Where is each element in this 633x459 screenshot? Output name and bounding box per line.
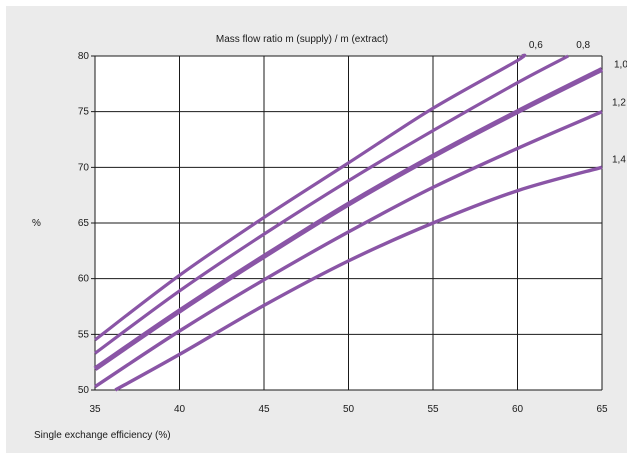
- series-labels: 0,6 0,8 1,0 1,2 1,4: [529, 40, 627, 165]
- x-tick-labels: 35 40 45 50 55 60 65: [89, 404, 608, 415]
- x-tick-label: 35: [89, 404, 101, 415]
- chart-svg: 0,6 0,8 1,0 1,2 1,4 35 40 45 50 55 60 65 50 55 60 65 7…: [32, 34, 627, 441]
- x-tick-label: 60: [512, 404, 524, 415]
- x-tick-label: 50: [343, 404, 355, 415]
- series-label: 0,8: [576, 40, 590, 51]
- series-label: 1,4: [612, 154, 626, 165]
- y-tick-label: 50: [78, 385, 90, 396]
- x-axis-label: Single exchange efficiency (%): [34, 430, 171, 441]
- series-label: 1,2: [612, 98, 626, 109]
- x-tick-label: 55: [427, 404, 439, 415]
- x-tick-label: 40: [174, 404, 186, 415]
- series-label: 0,6: [529, 40, 543, 51]
- chart-title: Mass flow ratio m (supply) / m (extract): [216, 34, 388, 45]
- series-line: [94, 54, 569, 355]
- series-line: [94, 53, 527, 342]
- y-tick-label: 70: [78, 162, 90, 173]
- y-tick-labels: 50 55 60 65 70 75 80: [78, 51, 90, 396]
- series-layer: [93, 53, 604, 392]
- x-tick-label: 65: [596, 404, 608, 415]
- y-tick-label: 80: [78, 51, 90, 62]
- y-tick-label: 75: [78, 107, 90, 118]
- series-label: 1,0: [614, 59, 627, 70]
- y-tick-label: 60: [78, 274, 90, 285]
- y-tick-label: 55: [78, 329, 90, 340]
- y-tick-label: 65: [78, 218, 90, 229]
- series-line: [93, 67, 604, 371]
- series-line: [94, 110, 603, 389]
- x-tick-label: 45: [258, 404, 270, 415]
- series-line: [114, 165, 603, 392]
- y-axis-label: %: [32, 218, 41, 229]
- chart-card: 0,6 0,8 1,0 1,2 1,4 35 40 45 50 55 60 65 50 55 60 65 7…: [6, 6, 627, 453]
